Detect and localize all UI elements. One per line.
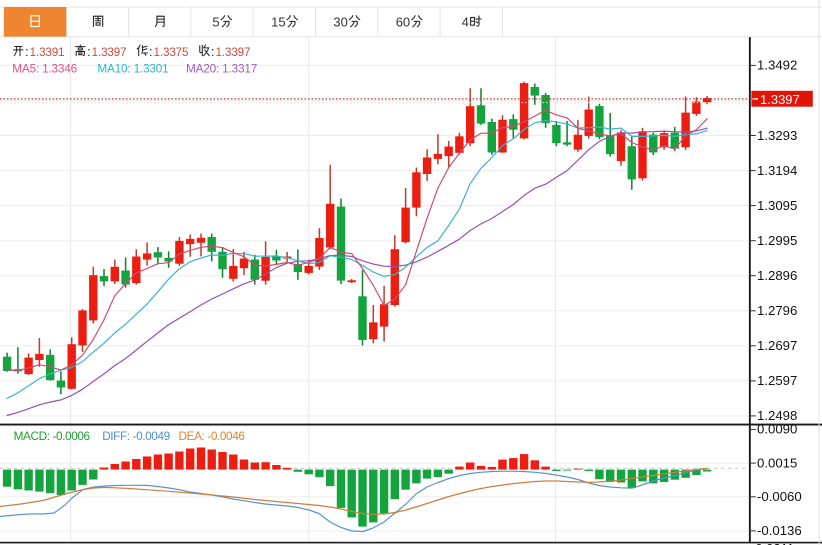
svg-text:1.2896: 1.2896 <box>757 268 797 283</box>
svg-text:5: 5 <box>212 14 219 29</box>
svg-text:DEA: -0.0046: DEA: -0.0046 <box>179 429 246 443</box>
svg-text:MA10: 1.3301: MA10: 1.3301 <box>97 62 168 76</box>
svg-text::: : <box>149 45 152 59</box>
svg-text:1.3492: 1.3492 <box>757 58 797 73</box>
svg-text:1.2697: 1.2697 <box>757 338 797 353</box>
svg-text:1.2995: 1.2995 <box>757 233 797 248</box>
svg-text::: : <box>87 45 90 59</box>
svg-text:15: 15 <box>271 14 285 29</box>
svg-text:30: 30 <box>333 14 347 29</box>
svg-text:0.0015: 0.0015 <box>757 455 797 470</box>
svg-text:1.2796: 1.2796 <box>757 303 797 318</box>
svg-text:1.3397: 1.3397 <box>760 92 800 107</box>
svg-text:60: 60 <box>396 14 410 29</box>
svg-text:MA5: 1.3346: MA5: 1.3346 <box>12 62 77 76</box>
svg-text::: : <box>25 45 28 59</box>
svg-text:1.3095: 1.3095 <box>757 198 797 213</box>
svg-text:4: 4 <box>462 14 469 29</box>
svg-text::: : <box>211 45 214 59</box>
svg-text:1.3293: 1.3293 <box>757 128 797 143</box>
svg-text:1.2597: 1.2597 <box>757 373 797 388</box>
svg-text:1.3375: 1.3375 <box>154 46 189 59</box>
svg-text:-0.0211: -0.0211 <box>751 541 794 545</box>
svg-text:0.0090: 0.0090 <box>757 422 797 437</box>
svg-text:MACD: -0.0006: MACD: -0.0006 <box>14 429 91 443</box>
svg-text:1.2498: 1.2498 <box>757 408 797 423</box>
svg-text:1.3397: 1.3397 <box>216 46 251 59</box>
svg-text:-0.0060: -0.0060 <box>757 489 802 504</box>
svg-text:1.3194: 1.3194 <box>757 163 797 178</box>
svg-text:1.3397: 1.3397 <box>92 46 127 59</box>
svg-text:1.3391: 1.3391 <box>30 46 65 59</box>
svg-text:DIFF: -0.0049: DIFF: -0.0049 <box>102 429 170 443</box>
svg-text:-0.0136: -0.0136 <box>757 523 802 538</box>
svg-text:MA20: 1.3317: MA20: 1.3317 <box>186 62 257 76</box>
